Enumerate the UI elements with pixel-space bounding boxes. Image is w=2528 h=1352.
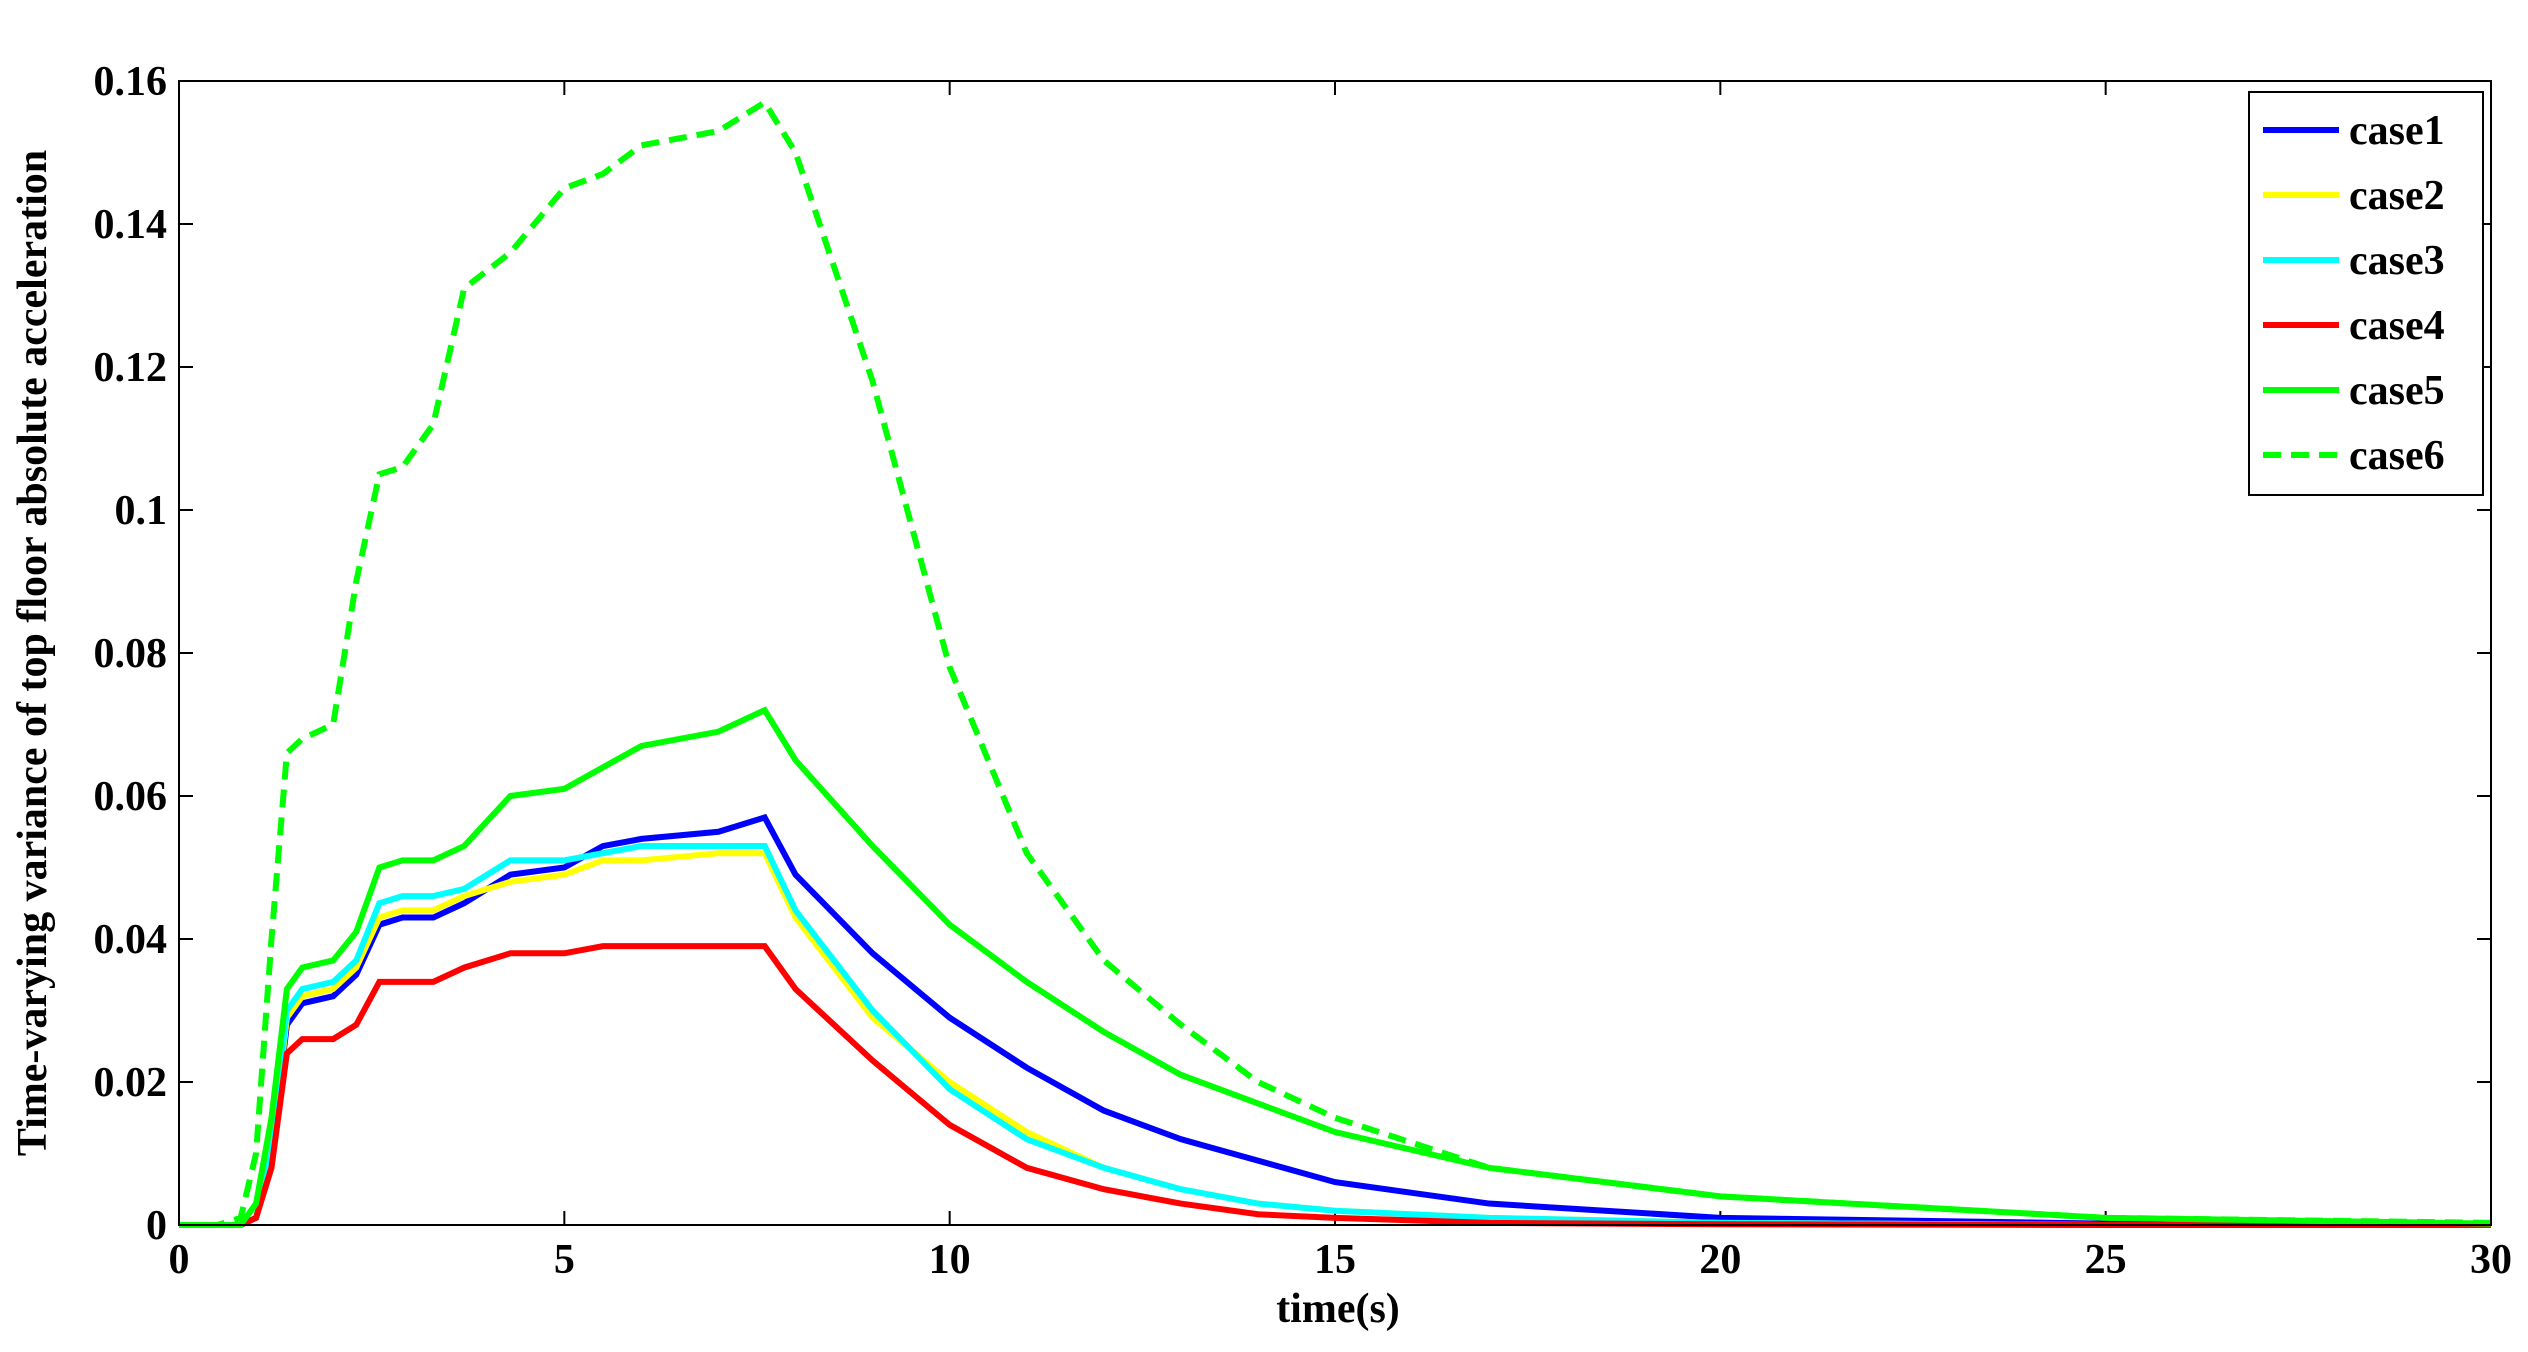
y-tick-label: 0.02 [94,1060,168,1106]
x-tick-label: 0 [169,1237,190,1283]
x-tick-label: 25 [2085,1237,2127,1283]
legend-label: case2 [2349,173,2445,219]
legend-box [2248,91,2484,496]
x-tick-label: 20 [1699,1237,1741,1283]
x-tick-label: 30 [2470,1237,2512,1283]
series-line [179,706,2492,1228]
plot-frame [178,80,2492,1226]
y-tick-label: 0.06 [94,774,168,820]
y-tick-label: 0.12 [94,345,168,391]
x-axis-label: time(s) [1276,1286,1400,1332]
series-line [179,850,2491,1228]
legend-label: case1 [2349,108,2445,154]
legend-label: case5 [2349,368,2445,414]
y-tick-label: 0.08 [94,631,168,677]
series-line [179,98,2492,1228]
legend-label: case4 [2349,303,2445,349]
y-axis-label: Time-varying variance of top floor absol… [10,150,56,1156]
series-line [179,843,2491,1228]
y-tick-label: 0.16 [94,59,168,105]
x-tick-label: 10 [929,1237,971,1283]
legend-label: case3 [2349,238,2445,284]
y-tick-label: 0 [146,1203,167,1249]
y-tick-label: 0.04 [94,917,168,963]
x-tick-label: 5 [554,1237,575,1283]
series-line [179,943,2491,1228]
legend-label: case6 [2349,433,2445,479]
y-tick-label: 0.14 [94,202,168,248]
x-tick-label: 15 [1314,1237,1356,1283]
y-tick-label: 0.1 [115,488,168,534]
